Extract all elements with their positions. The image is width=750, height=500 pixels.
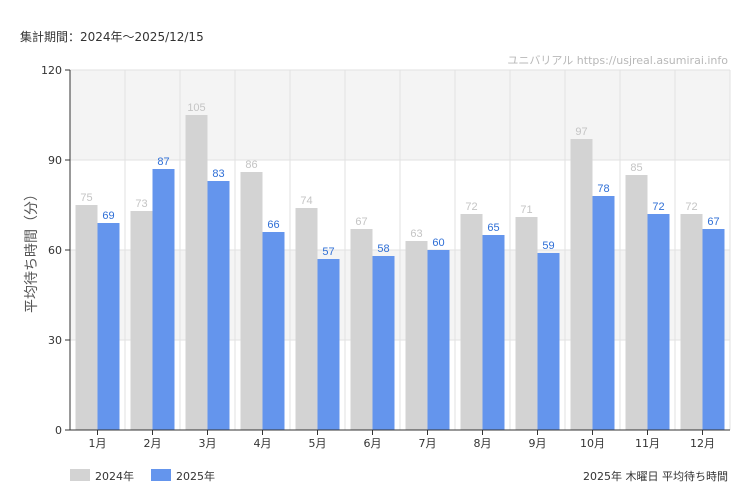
data-label: 60 [432,237,444,249]
watermark: ユニバリアル https://usjreal.asumirai.info [507,54,728,67]
data-label: 75 [80,192,92,204]
x-tick-label: 11月 [635,437,660,450]
data-label: 86 [245,159,257,171]
data-label: 59 [542,240,554,252]
bar-2024年-10月[interactable] [570,139,593,430]
legend[interactable]: 2024年 2025年 [70,469,215,483]
y-tick-label: 60 [48,244,62,257]
data-label: 72 [465,201,477,213]
bar-2025年-7月[interactable] [427,250,450,430]
y-tick-labels: 0 30 60 90 120 [41,64,62,437]
data-label: 105 [187,102,205,114]
x-tick-label: 1月 [89,437,107,450]
y-tick-label: 90 [48,154,62,167]
bar-2024年-7月[interactable] [405,241,428,430]
data-label: 72 [652,201,664,213]
x-tick-label: 2月 [144,437,162,450]
data-label: 67 [355,216,367,228]
x-tick-label: 10月 [580,437,605,450]
bar-2024年-8月[interactable] [460,214,483,430]
data-label: 66 [267,219,279,231]
data-label: 73 [135,198,147,210]
bar-2024年-2月[interactable] [130,211,153,430]
data-label: 97 [575,126,587,138]
x-tick-label: 4月 [254,437,272,450]
y-axis-label: 平均待ち時間（分） [24,187,40,313]
data-label: 58 [377,243,389,255]
legend-swatch-2024 [70,469,90,481]
data-label: 74 [300,195,312,207]
data-label: 69 [102,210,114,222]
bar-2025年-1月[interactable] [97,223,120,430]
x-tick-label: 6月 [364,437,382,450]
bar-2024年-4月[interactable] [240,172,263,430]
x-tick-label: 3月 [199,437,217,450]
x-tick-labels: 1月 2月 3月 4月 5月 6月 7月 8月 9月 10月 11月 12月 [89,437,716,450]
bar-2025年-4月[interactable] [262,232,285,430]
data-label: 71 [520,204,532,216]
bar-2025年-11月[interactable] [647,214,670,430]
bar-2024年-5月[interactable] [295,208,318,430]
data-labels: 75 73 105 86 74 67 63 72 71 97 85 72 69 87 83 66 57 58 60 6… [80,102,719,258]
x-tick-label: 8月 [474,437,492,450]
y-tick-label: 0 [55,424,62,437]
x-tick-label: 9月 [529,437,547,450]
data-label: 83 [212,168,224,180]
x-tick-label: 5月 [309,437,327,450]
data-label: 72 [685,201,697,213]
y-tick-label: 120 [41,64,62,77]
bar-2025年-12月[interactable] [702,229,725,430]
legend-label-2024[interactable]: 2024年 [95,469,134,483]
bar-2025年-10月[interactable] [592,196,615,430]
x-tick-label: 7月 [419,437,437,450]
bar-2024年-1月[interactable] [75,205,98,430]
x-tick-label: 12月 [690,437,715,450]
data-label: 78 [597,183,609,195]
data-label: 63 [410,228,422,240]
legend-swatch-2025 [151,469,171,481]
bar-2024年-6月[interactable] [350,229,373,430]
chart-footnote: 2025年 木曜日 平均待ち時間 [583,469,728,483]
data-label: 67 [707,216,719,228]
axes [65,69,730,435]
data-label: 87 [157,156,169,168]
data-label: 65 [487,222,499,234]
bar-2025年-5月[interactable] [317,259,340,430]
bar-2024年-12月[interactable] [680,214,703,430]
bar-2025年-9月[interactable] [537,253,560,430]
bar-2024年-9月[interactable] [515,217,538,430]
bar-2025年-3月[interactable] [207,181,230,430]
bar-2024年-3月[interactable] [185,115,208,430]
bar-2025年-6月[interactable] [372,256,395,430]
bar-2025年-8月[interactable] [482,235,505,430]
bars [75,115,725,430]
y-tick-label: 30 [48,334,62,347]
data-label: 57 [322,246,334,258]
bar-2025年-2月[interactable] [152,169,175,430]
bar-2024年-11月[interactable] [625,175,648,430]
period-label: 集計期間：2024年～2025/12/15 [20,29,204,44]
data-label: 85 [630,162,642,174]
legend-label-2025[interactable]: 2025年 [176,469,215,483]
